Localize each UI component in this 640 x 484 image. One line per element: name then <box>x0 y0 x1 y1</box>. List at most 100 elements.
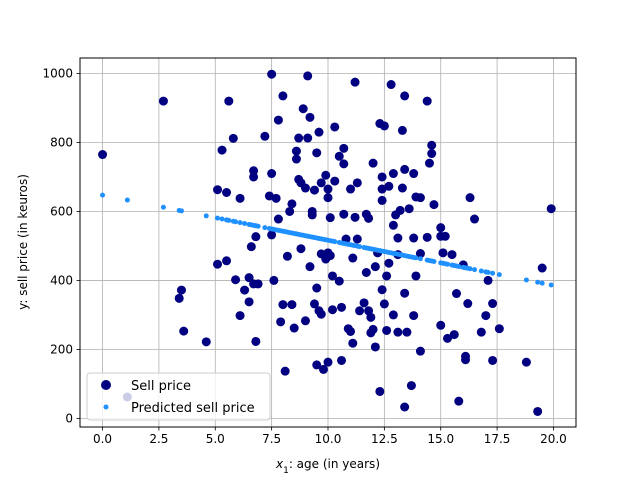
sell-price-point <box>465 193 475 203</box>
predicted-price-point <box>242 221 248 227</box>
sell-price-point <box>201 337 211 347</box>
sell-price-point <box>386 80 396 90</box>
sell-price-point <box>251 232 261 242</box>
sell-price-point <box>400 402 410 412</box>
sell-price-point <box>287 300 297 310</box>
sell-price-point <box>267 169 277 179</box>
x-tick-label: 0.0 <box>93 432 112 446</box>
sell-price-point <box>339 143 349 153</box>
sell-price-point <box>348 338 358 348</box>
sell-price-point <box>393 327 403 337</box>
y-tick-label: 400 <box>50 273 73 287</box>
sell-price-point <box>291 146 301 156</box>
sell-price-point <box>321 170 331 180</box>
predicted-price-point <box>215 215 221 221</box>
predicted-price-point <box>490 270 496 276</box>
sell-price-point <box>411 271 421 281</box>
sell-price-point <box>368 324 378 334</box>
x-tick-label: 5.0 <box>206 432 225 446</box>
predicted-price-point <box>485 269 491 275</box>
sell-price-point <box>400 164 410 174</box>
sell-price-point <box>339 159 349 169</box>
predicted-price-point <box>548 282 554 288</box>
sell-price-point <box>388 169 398 179</box>
legend-label-predicted: Predicted sell price <box>131 401 255 416</box>
predicted-price-point <box>478 268 484 274</box>
sell-price-point <box>325 213 335 223</box>
sell-price-point <box>303 71 313 81</box>
sell-price-point <box>300 183 310 193</box>
sell-price-point <box>294 133 304 143</box>
sell-price-point <box>494 324 504 334</box>
y-tick-label: 800 <box>50 135 73 149</box>
x-tick-label: 15.0 <box>427 432 454 446</box>
sell-price-point <box>397 183 407 193</box>
sell-price-point <box>158 96 168 106</box>
sell-price-point <box>400 288 410 298</box>
predicted-price-point <box>431 258 437 264</box>
sell-price-point <box>305 112 315 122</box>
predicted-price-point <box>472 267 478 273</box>
sell-price-point <box>249 172 259 182</box>
sell-price-point <box>370 262 380 272</box>
sell-price-point <box>350 77 360 87</box>
predicted-price-point <box>444 261 450 267</box>
sell-price-point <box>436 320 446 330</box>
sell-price-point <box>267 69 277 79</box>
sell-price-point <box>287 199 297 209</box>
x-tick-label: 2.5 <box>149 432 168 446</box>
sell-price-point <box>334 276 344 286</box>
sell-price-point <box>375 386 385 396</box>
y-tick-label: 600 <box>50 204 73 218</box>
predicted-price-point <box>219 216 225 222</box>
predicted-price-point <box>523 277 529 283</box>
predicted-price-point <box>100 192 106 198</box>
sell-price-point <box>377 172 387 182</box>
sell-price-point <box>282 251 292 261</box>
sell-price-point <box>280 366 290 376</box>
y-tick-label: 0 <box>65 411 73 425</box>
legend: Sell price Predicted sell price <box>86 372 271 421</box>
x-tick-label: 17.5 <box>484 432 511 446</box>
sell-price-point <box>309 185 319 195</box>
sell-price-point <box>427 140 437 150</box>
sell-price-point <box>303 133 313 143</box>
sell-price-point <box>339 209 349 219</box>
sell-price-point <box>488 299 498 309</box>
sell-price-point <box>393 233 403 243</box>
sell-price-point <box>361 268 371 278</box>
sell-price-point <box>409 233 419 243</box>
sell-price-point <box>307 210 317 220</box>
sell-price-point <box>222 187 232 197</box>
predicted-price-point <box>417 256 423 262</box>
axis-ticks: 0.0 2.5 5.0 7.5 10.0 12.5 15.0 17.5 20.0 0 200 400 6… <box>42 67 566 446</box>
sell-price-point <box>240 285 250 295</box>
sell-price-point <box>276 317 286 327</box>
y-tick-label: 1000 <box>42 67 73 81</box>
sell-price-point <box>273 115 283 125</box>
predicted-price-point <box>413 255 419 261</box>
sell-price-point <box>312 360 322 370</box>
sell-price-point <box>400 91 410 101</box>
predicted-price-point <box>203 213 209 219</box>
sell-price-point <box>366 312 376 322</box>
sell-price-point <box>296 244 306 254</box>
sell-price-point <box>415 346 425 356</box>
sell-price-point <box>316 178 326 188</box>
predicted-price-point <box>255 223 261 229</box>
sell-price-point <box>521 357 531 367</box>
y-axis-label: y: sell price (in keuros) <box>16 174 30 310</box>
x-tick-label: 20.0 <box>540 432 567 446</box>
sell-price-point <box>253 279 263 289</box>
sell-price-point <box>271 193 281 203</box>
legend-marker-predicted <box>103 404 109 410</box>
sell-price-point <box>415 193 425 203</box>
sell-price-point <box>305 262 315 272</box>
sell-price-point <box>409 311 419 321</box>
sell-price-point <box>328 305 338 315</box>
sell-price-point <box>388 310 398 320</box>
predicted-price-point <box>535 279 541 285</box>
x-tick-label: 12.5 <box>371 432 398 446</box>
sell-price-point <box>269 275 279 285</box>
sell-price-point <box>436 223 446 233</box>
